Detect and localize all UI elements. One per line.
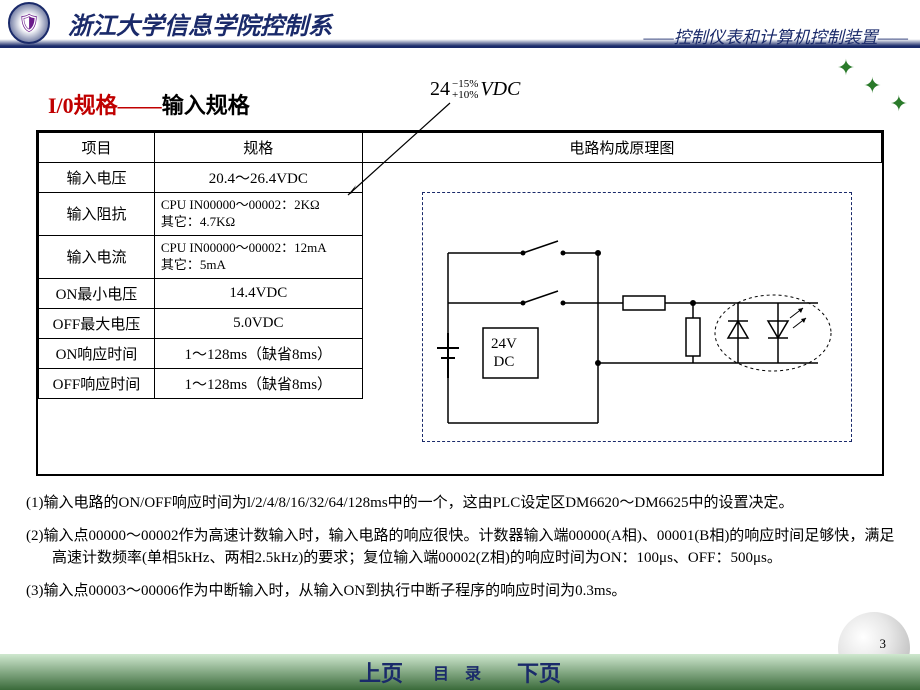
voltage-formula: 24−15%+10%VDC: [430, 78, 520, 101]
course-title: ——控制仪表和计算机控制装置——: [644, 23, 908, 48]
note-2: (2)输入点00000～00002作为高速计数输入时，输入电路的响应很快。计数器…: [26, 525, 896, 570]
cell-spec: 1～128ms（缺省8ms）: [154, 368, 362, 398]
spec-container: 项目 规格 电路构成原理图 输入电压 20.4～26.4VDC 输入阻抗 CPU…: [36, 130, 884, 476]
cell-spec: CPU IN00000～00002：12mA其它：5mA: [154, 235, 362, 278]
cell-item: 输入阻抗: [39, 193, 155, 236]
cell-item: 输入电压: [39, 163, 155, 193]
th-spec: 规格: [154, 133, 362, 163]
cell-spec: CPU IN00000～00002：2KΩ其它：4.7KΩ: [154, 193, 362, 236]
voltage-label: 24VDC: [491, 335, 517, 371]
nav-bar: 上页 目 录 下页: [0, 654, 920, 690]
cell-spec: 1～128ms（缺省8ms）: [154, 338, 362, 368]
prev-page-link[interactable]: 上页: [359, 656, 403, 688]
cell-spec: 5.0VDC: [154, 308, 362, 338]
th-item: 项目: [39, 133, 155, 163]
section-title: I/0规格——输入规格: [48, 88, 250, 120]
th-diagram: 电路构成原理图: [362, 133, 881, 163]
notes-section: (1)输入电路的ON/OFF响应时间为l/2/4/8/16/32/64/128m…: [26, 492, 896, 612]
cell-spec: 14.4VDC: [154, 278, 362, 308]
decorative-stars: ✦ ✦ ✦: [835, 55, 910, 81]
header-bar: 🛡 浙江大学信息学院控制系 ——控制仪表和计算机控制装置——: [0, 0, 920, 48]
circuit-svg: [423, 193, 853, 443]
university-logo: 🛡: [8, 2, 50, 44]
cell-item: ON最小电压: [39, 278, 155, 308]
circuit-diagram: 24VDC: [422, 192, 852, 442]
cell-item: 输入电流: [39, 235, 155, 278]
note-1: (1)输入电路的ON/OFF响应时间为l/2/4/8/16/32/64/128m…: [26, 492, 896, 515]
note-3: (3)输入点00003～00006作为中断输入时，从输入ON到执行中断子程序的响…: [26, 580, 896, 603]
section-prefix: I/0规格——: [48, 93, 162, 118]
cell-spec: 20.4～26.4VDC: [154, 163, 362, 193]
next-page-link[interactable]: 下页: [517, 656, 561, 688]
section-main: 输入规格: [162, 93, 250, 118]
page-number: 3: [880, 636, 887, 652]
cell-item: OFF最大电压: [39, 308, 155, 338]
cell-item: ON响应时间: [39, 338, 155, 368]
toc-link[interactable]: 目 录: [433, 660, 487, 684]
cell-item: OFF响应时间: [39, 368, 155, 398]
university-name: 浙江大学信息学院控制系: [68, 6, 332, 41]
